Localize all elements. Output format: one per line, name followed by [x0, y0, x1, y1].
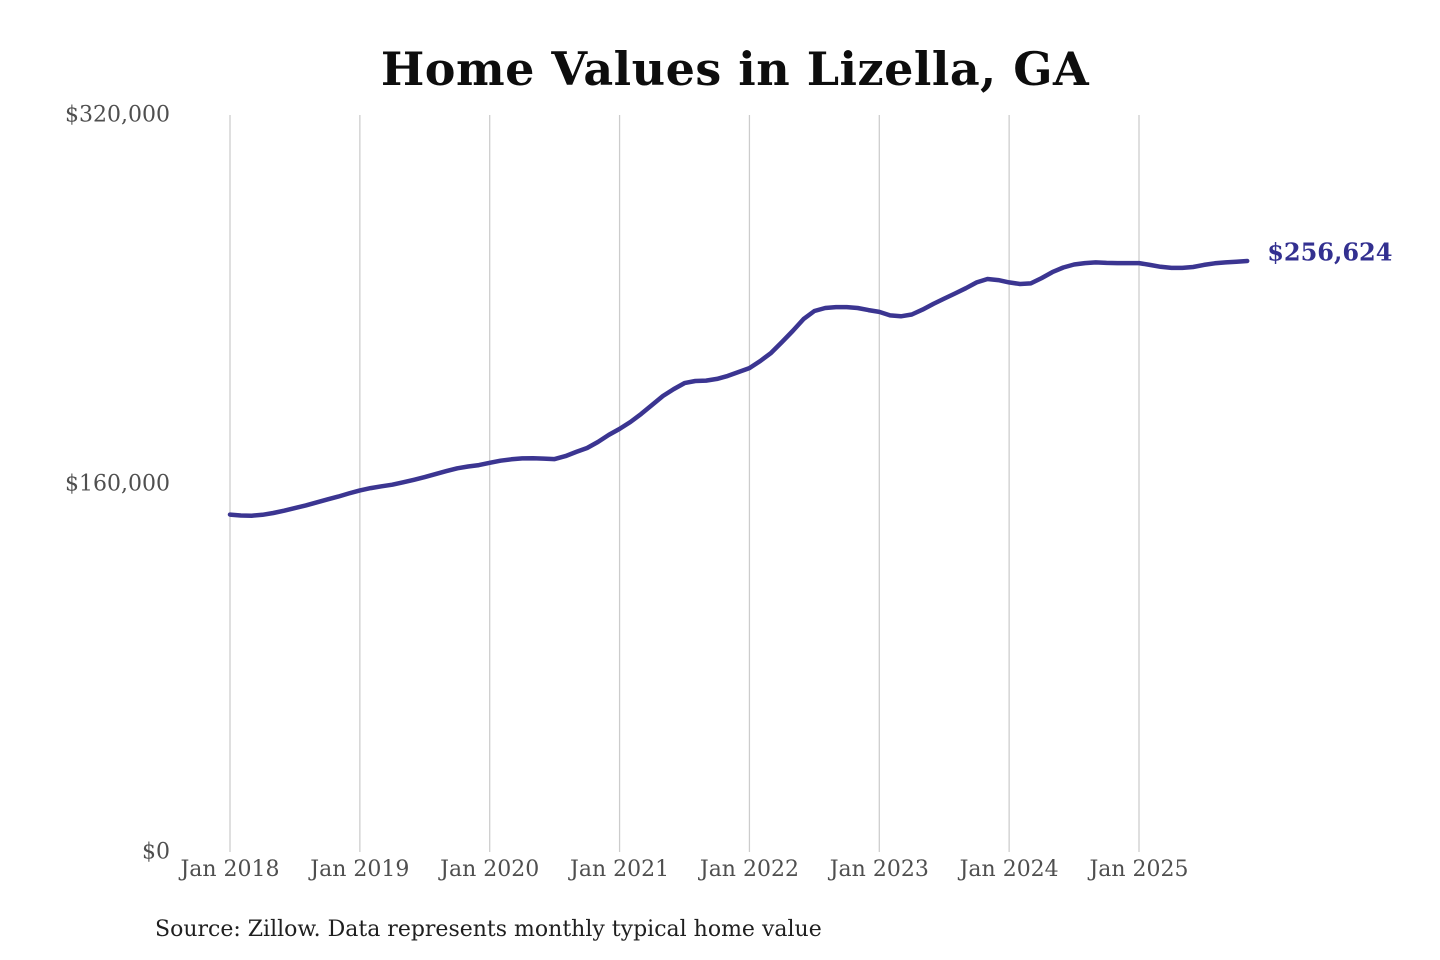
x-tick-label: Jan 2024 — [959, 857, 1059, 882]
x-tick-label: Jan 2021 — [570, 857, 670, 882]
x-tick-label: Jan 2022 — [699, 857, 799, 882]
source-note: Source: Zillow. Data represents monthly … — [155, 917, 822, 942]
y-tick-label: $160,000 — [65, 471, 170, 496]
x-tick-label: Jan 2019 — [310, 857, 410, 882]
gridlines — [229, 115, 1140, 852]
y-tick-label: $0 — [142, 839, 170, 865]
y-axis-labels: $0 $160,000 $320,000 — [0, 0, 170, 960]
y-tick-label: $320,000 — [65, 102, 170, 128]
chart-title: Home Values in Lizella, GA — [380, 42, 1090, 96]
home-value-line — [227, 258, 1250, 518]
x-tick-label: Jan 2018 — [180, 857, 280, 882]
x-axis-labels: Jan 2018 Jan 2019 Jan 2020 Jan 2021 Jan 2022… — [0, 857, 1440, 891]
x-tick-label: Jan 2025 — [1089, 857, 1189, 882]
end-value-label: $256,624 — [1267, 237, 1393, 267]
x-tick-label: Jan 2020 — [440, 857, 540, 882]
x-tick-label: Jan 2023 — [829, 857, 929, 882]
